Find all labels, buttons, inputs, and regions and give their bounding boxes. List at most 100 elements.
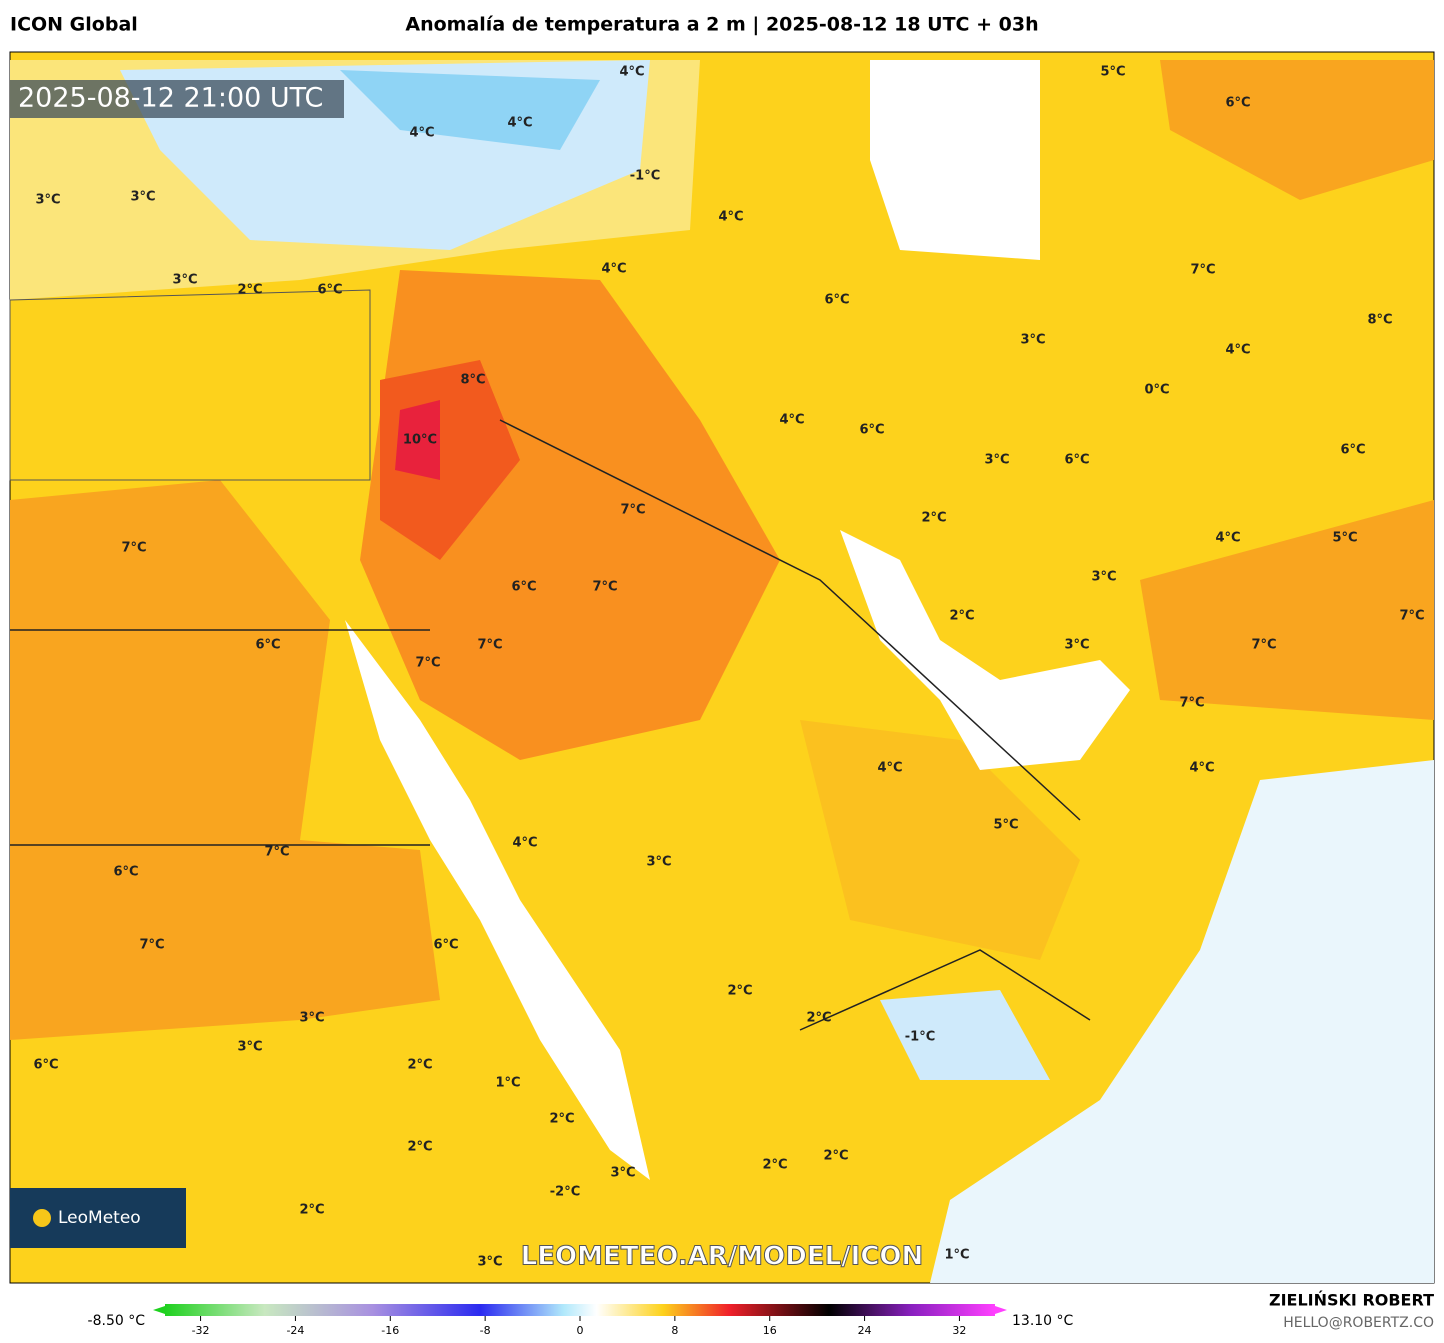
temperature-label: 4°C: [507, 116, 532, 131]
temperature-label: 1°C: [495, 1076, 520, 1091]
temperature-label: 5°C: [1100, 65, 1125, 80]
temperature-label: 3°C: [35, 193, 60, 208]
temperature-labels: 4°C 5°C 6°C 4°C 4°C 3°C 3°C -1°C 4°C 3°C 2°C 6°C 4°C…: [33, 65, 1424, 1270]
temperature-label: 2°C: [407, 1058, 432, 1073]
temperature-label: 6°C: [317, 283, 342, 298]
caspian-sea: [870, 60, 1040, 260]
temperature-label: 7°C: [477, 638, 502, 653]
borders: [10, 419, 1091, 1031]
temperature-label: 4°C: [718, 210, 743, 225]
temperature-label: 4°C: [1189, 761, 1214, 776]
temperature-label: 4°C: [619, 65, 644, 80]
temperature-label: 4°C: [409, 126, 434, 141]
author: ZIELIŃSKI ROBERT: [1269, 1291, 1434, 1310]
temperature-label: 2°C: [949, 609, 974, 624]
colorbar-tick-label: -16: [381, 1324, 399, 1337]
temperature-label: 1°C: [944, 1248, 969, 1263]
temperature-label: 6°C: [255, 638, 280, 653]
temperature-label: -1°C: [905, 1030, 935, 1045]
temperature-label: 4°C: [601, 262, 626, 277]
temperature-label: 4°C: [1215, 531, 1240, 546]
temperature-label: 7°C: [592, 580, 617, 595]
hot-core: [395, 400, 440, 480]
temperature-label: 7°C: [1399, 609, 1424, 624]
region-rubalkhali: [800, 720, 1080, 960]
colorbar-min: -8.50 °C: [88, 1313, 146, 1329]
temperature-label: 3°C: [984, 453, 1009, 468]
temperature-label: 6°C: [859, 423, 884, 438]
warm-region-pakistan: [1140, 500, 1434, 720]
colorbar-tick-label: 0: [577, 1324, 584, 1337]
timestamp: 2025-08-12 21:00 UTC: [18, 83, 323, 114]
warm-region-egypt: [10, 480, 440, 1040]
temperature-label: 5°C: [1332, 531, 1357, 546]
temperature-label: 4°C: [877, 761, 902, 776]
temperature-label: 2°C: [549, 1112, 574, 1127]
temperature-label: 3°C: [130, 190, 155, 205]
temperature-label: 4°C: [1225, 343, 1250, 358]
temperature-label: 2°C: [823, 1149, 848, 1164]
temperature-label: 0°C: [1144, 383, 1169, 398]
temperature-label: 8°C: [460, 373, 485, 388]
logo: LeoMeteo: [58, 1208, 141, 1228]
temperature-label: 3°C: [1064, 638, 1089, 653]
temperature-label: 7°C: [1190, 263, 1215, 278]
temperature-label: 3°C: [172, 273, 197, 288]
persian-gulf: [840, 530, 1130, 770]
temperature-label: -1°C: [630, 169, 660, 184]
temperature-label: 3°C: [1020, 333, 1045, 348]
temperature-label: 4°C: [779, 413, 804, 428]
map: [9, 51, 1435, 1284]
temperature-label: 2°C: [407, 1140, 432, 1155]
temperature-label: 3°C: [610, 1166, 635, 1181]
temperature-label: 7°C: [415, 656, 440, 671]
temperature-label: 3°C: [299, 1011, 324, 1026]
temperature-label: 7°C: [121, 541, 146, 556]
temperature-label: 7°C: [139, 938, 164, 953]
temperature-label: 7°C: [1251, 638, 1276, 653]
timestamp-box: [10, 80, 344, 118]
temperature-label: 3°C: [237, 1040, 262, 1055]
colorbar-max-arrow: [995, 1306, 1007, 1314]
temperature-label: 8°C: [1367, 313, 1392, 328]
temperature-label: 6°C: [433, 938, 458, 953]
temperature-label: 4°C: [512, 836, 537, 851]
colorbar-min-arrow: [153, 1306, 165, 1314]
mediterranean: [9, 289, 371, 481]
colorbar-tick-label: -24: [286, 1324, 304, 1337]
cold-region-yemen: [880, 990, 1050, 1080]
temperature-label: 7°C: [1179, 696, 1204, 711]
temperature-label: 10°C: [403, 433, 437, 448]
temperature-label: 2°C: [762, 1158, 787, 1173]
temperature-label: -2°C: [550, 1185, 580, 1200]
temperature-label: 6°C: [1340, 443, 1365, 458]
temperature-label: 3°C: [646, 855, 671, 870]
temperature-label: 6°C: [113, 865, 138, 880]
temperature-label: 6°C: [33, 1058, 58, 1073]
temperature-label: 2°C: [806, 1011, 831, 1026]
temperature-label: 6°C: [1064, 453, 1089, 468]
colorbar-tick-label: -32: [192, 1324, 210, 1337]
temperature-label: 3°C: [477, 1255, 502, 1270]
temperature-label: 6°C: [1225, 96, 1250, 111]
arabian-sea: [930, 760, 1434, 1283]
title: Anomalía de temperatura a 2 m | 2025-08-…: [405, 14, 1038, 36]
colorbar-tick-label: -8: [480, 1324, 491, 1337]
colorbar-tick-label: 24: [858, 1324, 872, 1337]
contact: HELLO@ROBERTZ.CO: [1283, 1315, 1434, 1331]
colorbar-tick-label: 8: [671, 1324, 678, 1337]
colorbar: -32 -24 -16 -8 0 8 16 24 32: [153, 1304, 1007, 1337]
cold-core: [340, 70, 600, 150]
temperature-label: 3°C: [1091, 570, 1116, 585]
temperature-label: 6°C: [824, 293, 849, 308]
watermark: LEOMETEO.AR/MODEL/ICON: [521, 1242, 924, 1272]
temperature-label: 2°C: [237, 283, 262, 298]
red-sea: [345, 620, 650, 1180]
temperature-label: 2°C: [921, 511, 946, 526]
colorbar-bar: [165, 1304, 995, 1316]
colorbar-tick-label: 16: [763, 1324, 777, 1337]
temperature-label: 5°C: [993, 818, 1018, 833]
logo-sun: [33, 1209, 51, 1227]
